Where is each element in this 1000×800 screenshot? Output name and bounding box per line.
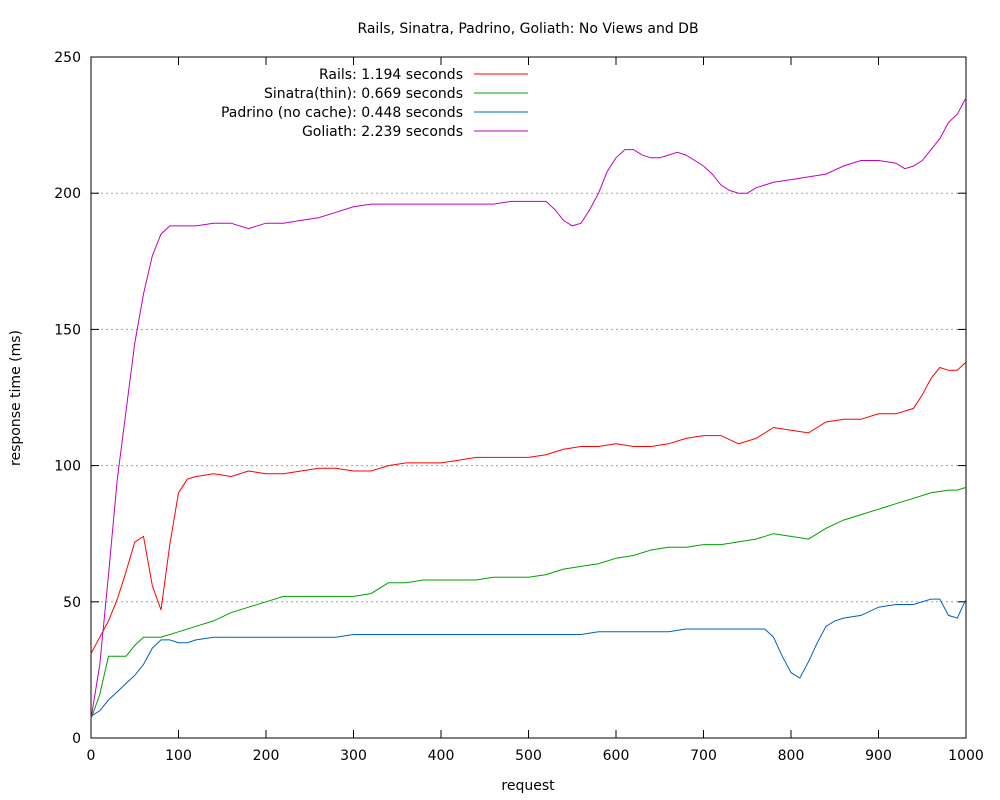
y-axis: 0 50 100 150 200 250 [54, 50, 966, 747]
x-tick-label: 400 [428, 748, 455, 764]
series-line [90, 97, 967, 719]
y-tick-label: 250 [54, 50, 81, 66]
x-tick-label: 500 [515, 748, 542, 764]
x-axis: 0 100 200 300 400 500 600 700 800 900 1000 [87, 57, 984, 764]
x-tick-label: 200 [253, 748, 280, 764]
legend-label: Goliath: 2.239 seconds [302, 124, 463, 140]
legend-label: Sinatra(thin): 0.669 seconds [264, 86, 463, 102]
y-axis-label: response time (ms) [8, 330, 24, 466]
x-tick-label: 600 [603, 748, 630, 764]
x-tick-label: 0 [87, 748, 96, 764]
y-tick-label: 200 [54, 186, 81, 202]
x-tick-label: 900 [865, 748, 892, 764]
chart-title: Rails, Sinatra, Padrino, Goliath: No Vie… [357, 21, 698, 37]
y-tick-label: 150 [54, 322, 81, 338]
plot-frame [90, 56, 967, 739]
x-tick-label: 1000 [948, 748, 984, 764]
x-tick-label: 300 [340, 748, 367, 764]
x-tick-label: 100 [165, 748, 192, 764]
x-axis-label: request [501, 778, 555, 794]
series-line [90, 361, 967, 654]
y-tick-label: 50 [63, 595, 81, 611]
y-tick-label: 100 [54, 459, 81, 475]
x-tick-label: 700 [690, 748, 717, 764]
x-tick-label: 800 [778, 748, 805, 764]
y-tick-label: 0 [72, 731, 81, 747]
legend: Rails: 1.194 seconds Sinatra(thin): 0.669… [221, 67, 528, 140]
series-group [90, 97, 967, 720]
legend-label: Rails: 1.194 seconds [319, 67, 463, 83]
series-line [90, 598, 967, 717]
grid [91, 192, 966, 603]
series-line [90, 486, 967, 720]
legend-label: Padrino (no cache): 0.448 seconds [221, 105, 463, 121]
